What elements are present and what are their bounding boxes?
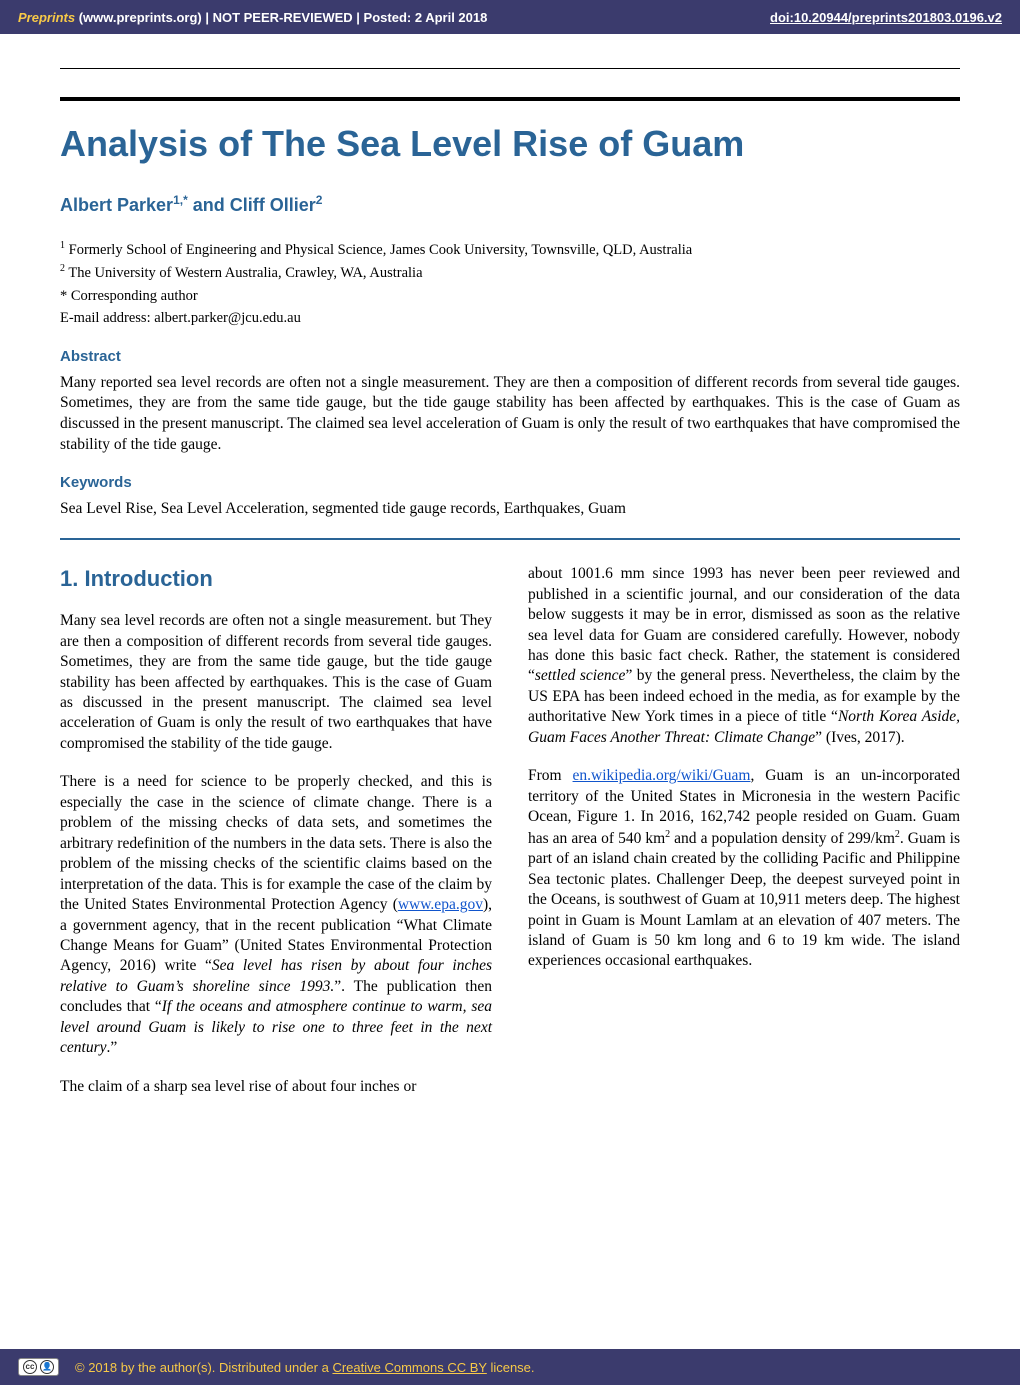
epa-link[interactable]: www.epa.gov [398, 896, 483, 913]
preprints-banner: Preprints (www.preprints.org) | NOT PEER… [0, 0, 1020, 34]
author-1: Albert Parker1,* [60, 195, 188, 215]
by-icon: 👤 [40, 1360, 54, 1374]
affil-2: 2 The University of Western Australia, C… [60, 261, 960, 284]
wiki-link[interactable]: en.wikipedia.org/wiki/Guam [573, 767, 751, 784]
page-content: Analysis of The Sea Level Rise of Guam A… [0, 34, 1020, 1115]
keywords-label: Keywords [60, 474, 960, 491]
affiliations: 1 Formerly School of Engineering and Phy… [60, 238, 960, 330]
footer-text: © 2018 by the author(s). Distributed und… [75, 1360, 535, 1375]
paper-title: Analysis of The Sea Level Rise of Guam [60, 123, 960, 165]
abstract-text: Many reported sea level records are ofte… [60, 373, 960, 457]
banner-meta: (www.preprints.org) | NOT PEER-REVIEWED … [75, 10, 487, 25]
affil-1: 1 Formerly School of Engineering and Phy… [60, 238, 960, 261]
right-column: about 1001.6 mm since 1993 has never bee… [528, 564, 960, 1115]
author-2: Cliff Ollier2 [230, 195, 323, 215]
corresponding-note: * Corresponding author [60, 285, 960, 307]
two-column-body: 1. Introduction Many sea level records a… [60, 564, 960, 1115]
banner-doi: doi:10.20944/preprints201803.0196.v2 [770, 10, 1002, 25]
intro-p2: There is a need for science to be proper… [60, 772, 492, 1058]
intro-heading: 1. Introduction [60, 564, 492, 593]
cc-license-link[interactable]: Creative Commons CC BY [332, 1360, 486, 1375]
keywords-text: Sea Level Rise, Sea Level Acceleration, … [60, 499, 960, 520]
footer-banner: cc 👤 © 2018 by the author(s). Distribute… [0, 1349, 1020, 1385]
rule-top-thick [60, 97, 960, 101]
doi-link[interactable]: doi:10.20944/preprints201803.0196.v2 [770, 10, 1002, 25]
right-p1: about 1001.6 mm since 1993 has never bee… [528, 564, 960, 748]
banner-left: Preprints (www.preprints.org) | NOT PEER… [18, 10, 487, 25]
author-and: and [193, 195, 230, 215]
rule-mid [60, 538, 960, 540]
cc-by-badge: cc 👤 [18, 1358, 59, 1376]
email-line: E-mail address: albert.parker@jcu.edu.au [60, 307, 960, 329]
cc-icon: cc [23, 1360, 37, 1374]
authors-line: Albert Parker1,* and Cliff Ollier2 [60, 193, 960, 216]
abstract-label: Abstract [60, 348, 960, 365]
right-p2: From en.wikipedia.org/wiki/Guam, Guam is… [528, 766, 960, 972]
preprints-brand: Preprints [18, 10, 75, 25]
intro-p3: The claim of a sharp sea level rise of a… [60, 1077, 492, 1097]
intro-p1: Many sea level records are often not a s… [60, 611, 492, 754]
left-column: 1. Introduction Many sea level records a… [60, 564, 492, 1115]
rule-top-thin [60, 68, 960, 69]
